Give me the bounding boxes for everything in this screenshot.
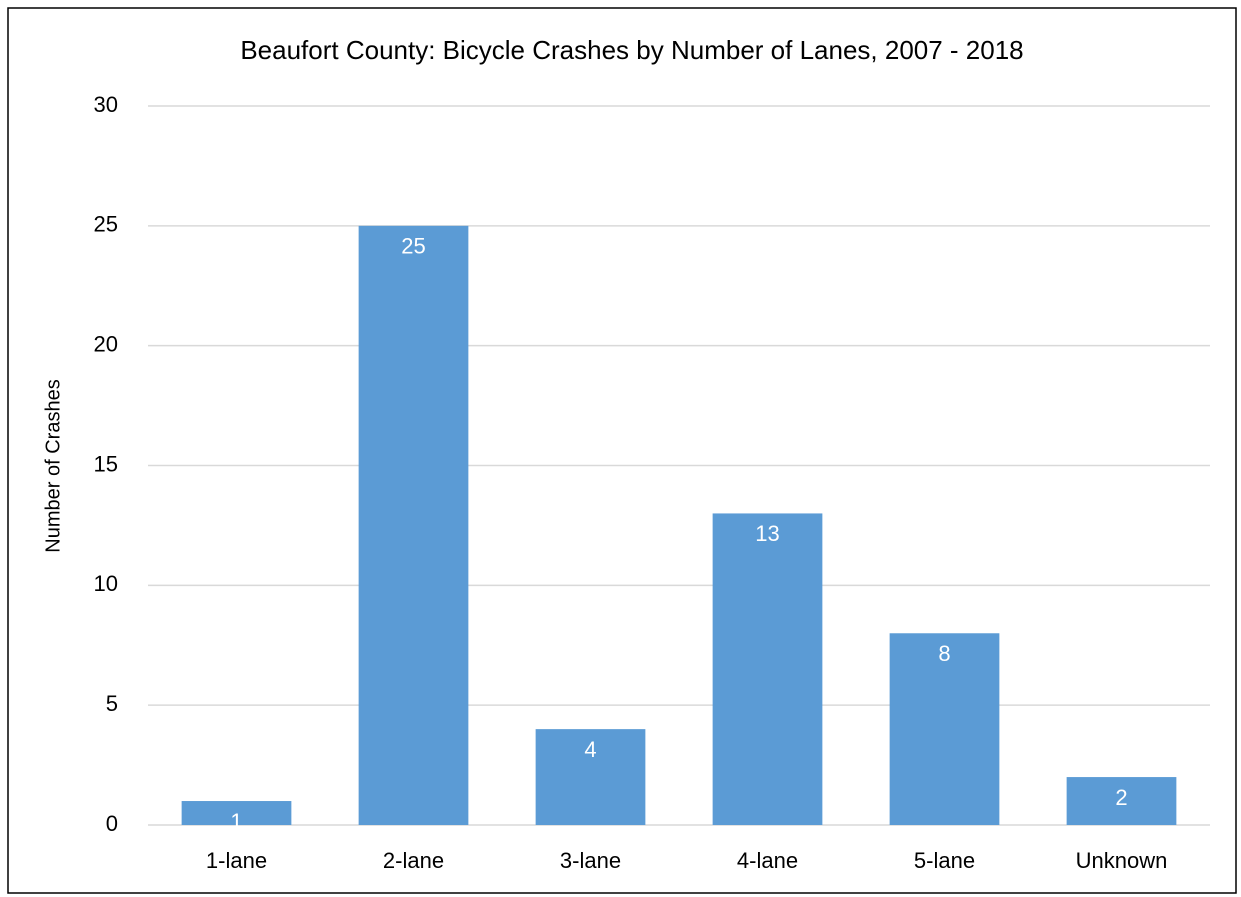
data-label: 25 bbox=[401, 234, 425, 259]
data-label: 4 bbox=[584, 737, 596, 762]
x-tick-label: 1-lane bbox=[206, 848, 267, 873]
bar bbox=[1066, 777, 1177, 825]
y-tick-label: 20 bbox=[94, 331, 118, 356]
x-tick-label: 3-lane bbox=[560, 848, 621, 873]
chart-title: Beaufort County: Bicycle Crashes by Numb… bbox=[240, 35, 1023, 65]
y-axis-title: Number of Crashes bbox=[42, 379, 64, 552]
y-tick-label: 15 bbox=[94, 451, 118, 476]
y-tick-label: 25 bbox=[94, 212, 118, 237]
x-tick-label: 2-lane bbox=[383, 848, 444, 873]
bar bbox=[712, 513, 823, 825]
data-label: 1 bbox=[230, 809, 242, 834]
data-label: 8 bbox=[938, 641, 950, 666]
x-tick-label: 4-lane bbox=[737, 848, 798, 873]
data-label: 13 bbox=[755, 521, 779, 546]
y-tick-label: 10 bbox=[94, 571, 118, 596]
bar bbox=[181, 801, 292, 825]
x-tick-label: Unknown bbox=[1076, 848, 1168, 873]
x-tick-label: 5-lane bbox=[914, 848, 975, 873]
y-tick-label: 0 bbox=[106, 811, 118, 836]
y-tick-label: 30 bbox=[94, 92, 118, 117]
data-label: 2 bbox=[1115, 785, 1127, 810]
bar bbox=[358, 225, 469, 826]
bar bbox=[535, 729, 646, 825]
bar bbox=[889, 633, 1000, 825]
y-tick-label: 5 bbox=[106, 691, 118, 716]
